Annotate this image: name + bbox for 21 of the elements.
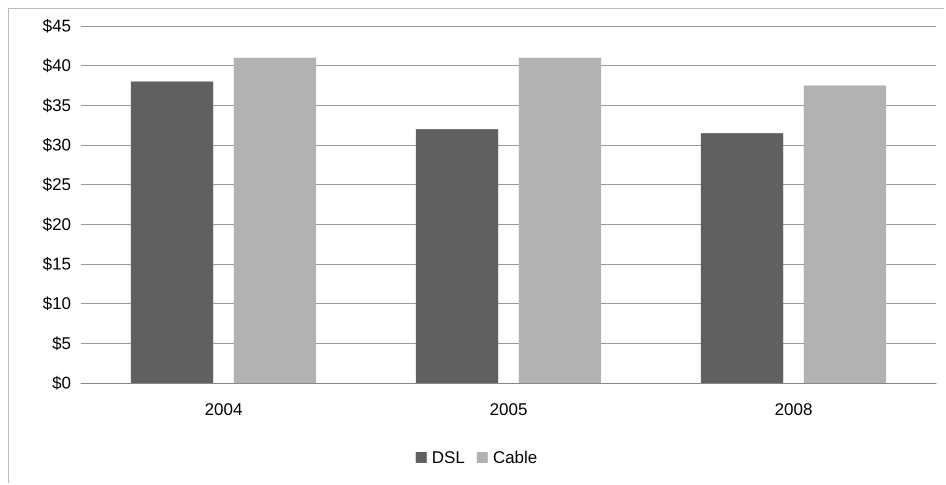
y-tick-label: $15 [42, 254, 71, 274]
y-tick-label: $40 [42, 56, 71, 76]
y-tick-label: $0 [52, 374, 71, 392]
y-tick-label: $20 [42, 214, 71, 234]
y-tick-label: $45 [42, 16, 71, 36]
x-tick-label: 2004 [204, 400, 242, 419]
bar [518, 58, 602, 383]
legend-label: Cable [492, 448, 538, 467]
y-tick-label: $10 [42, 294, 71, 314]
bar [130, 82, 214, 383]
bar [234, 58, 316, 383]
y-tick-label: $35 [42, 96, 71, 115]
bar [700, 133, 784, 383]
x-tick-label: 2005 [490, 400, 528, 419]
x-tick-label: 2008 [774, 400, 812, 419]
y-tick-label: $30 [42, 136, 71, 154]
y-tick-label: $5 [52, 334, 71, 353]
y-tick-label: $25 [42, 175, 71, 194]
legend-label: DSL [432, 448, 465, 467]
bar [804, 86, 886, 383]
bar [416, 129, 498, 383]
